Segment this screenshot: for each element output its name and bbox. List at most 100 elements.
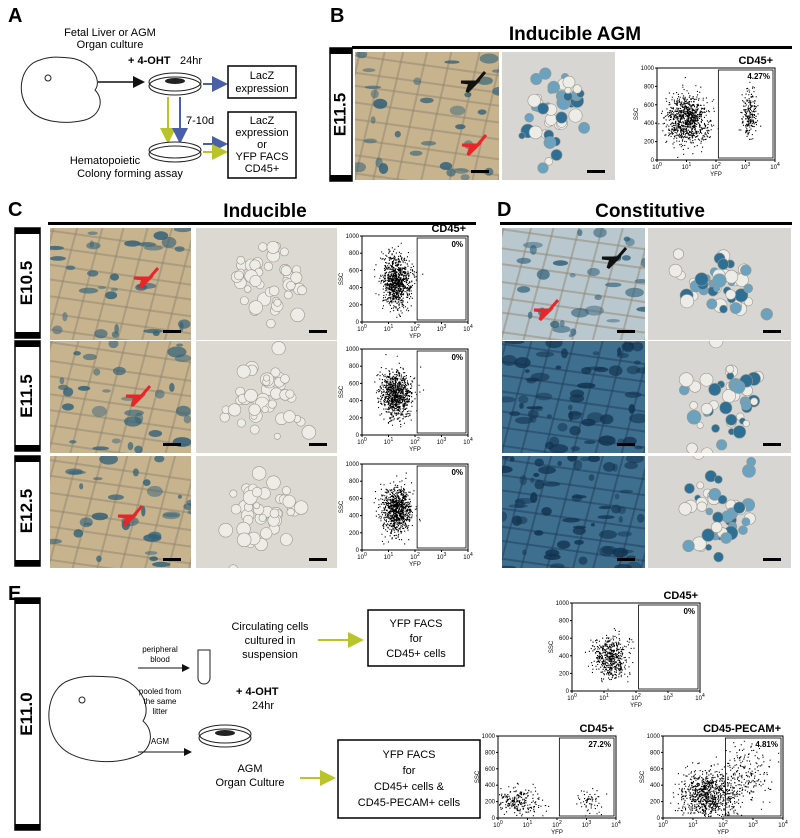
mesh [163,238,191,340]
y-tick-label: 600 [650,767,661,773]
cell [248,300,263,315]
mesh [502,456,531,563]
x-tick-label: 103 [437,437,447,446]
stain [439,162,453,171]
stain [508,504,529,508]
cell [708,488,722,501]
stain [146,485,163,497]
x-tick-label: 100 [658,820,668,829]
stain [587,267,600,277]
stain [530,477,535,484]
tick-exp: 3 [443,437,446,443]
cell [297,285,307,296]
stain [152,330,160,337]
stain [518,395,529,404]
tick-base: 10 [695,696,702,702]
stain [534,479,544,490]
cell [530,72,543,85]
stain [629,413,645,424]
stain [550,320,560,329]
stain [153,231,169,240]
stain [585,366,606,371]
panel-label: B [330,5,344,27]
box [227,111,297,179]
stain [612,547,629,558]
arrow-red [461,134,488,157]
cell [236,418,246,428]
y-tick-label: 1000 [641,66,655,72]
axis-label: YFP [551,830,563,836]
stain [97,285,106,290]
tick-exp: 4 [470,437,473,443]
tick-exp: 1 [695,820,698,826]
stain [124,240,141,247]
stage-label: E11.5 [17,374,36,418]
stain [542,481,561,487]
cell [280,374,290,384]
stain [628,404,636,414]
stain [502,465,513,474]
stain [186,499,191,506]
mesh [396,52,429,180]
stain [580,456,590,462]
y-tick-label: 400 [650,783,661,789]
cell [234,270,244,281]
label: CD45-PECAM+ cells [358,797,461,809]
x-tick-label: 104 [463,437,473,446]
cell [682,539,695,553]
stain [87,231,98,236]
tick-exp: 4 [618,820,621,826]
y-tick-label: 1000 [482,734,496,740]
mesh [355,172,410,180]
mesh [50,424,191,447]
label: CD45+ [245,163,280,175]
tick-base: 10 [357,327,364,333]
micrograph [502,228,645,340]
micrograph [50,456,191,568]
mesh [502,281,645,304]
cell [555,111,568,124]
cell [524,113,534,123]
mesh [448,52,481,180]
gate [558,737,615,817]
cell [279,533,293,546]
tick-base: 10 [357,440,364,446]
stain [502,355,517,366]
cell [680,294,695,309]
tick-exp: 0 [659,162,662,168]
stain [65,265,76,271]
mesh [96,456,129,568]
stain [611,504,622,514]
tick-base: 10 [741,165,748,171]
y-tick-label: 600 [349,496,360,502]
stain [127,442,134,451]
panel-label: A [8,5,22,27]
cell [743,283,753,294]
y-tick-label: 600 [485,767,496,773]
stain [143,245,163,251]
stain [517,286,531,293]
micrograph [502,456,645,568]
stain [514,416,534,425]
gate-percent: 0% [451,240,463,249]
panel-title: Constitutive [595,201,705,222]
stain [514,357,531,369]
mesh [50,393,191,416]
tick-base: 10 [770,165,777,171]
y-tick-label: 200 [485,800,496,806]
y-tick-label: 1000 [346,234,360,240]
cell [219,412,230,423]
y-tick-label: 400 [485,783,496,789]
cell [733,501,746,514]
axis-label: SSC [640,770,646,783]
tick-base: 10 [357,555,364,561]
y-tick-label: 200 [349,303,360,309]
gate-title: CD45+ [431,223,466,235]
gate [416,237,467,321]
panel-e-diagram: peripheral blood pooled from the same li… [48,609,481,819]
y-tick-label: 1000 [647,734,661,740]
cell [282,494,296,509]
mesh [502,263,645,286]
mesh [50,328,132,340]
dish [198,728,252,748]
